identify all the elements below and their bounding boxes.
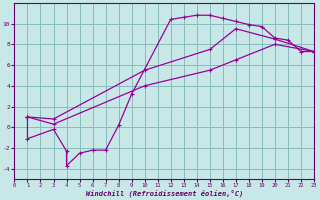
X-axis label: Windchill (Refroidissement éolien,°C): Windchill (Refroidissement éolien,°C) bbox=[85, 190, 243, 197]
